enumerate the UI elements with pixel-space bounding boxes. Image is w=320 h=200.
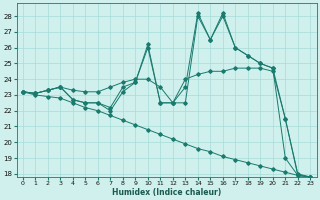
X-axis label: Humidex (Indice chaleur): Humidex (Indice chaleur) [112, 188, 221, 197]
